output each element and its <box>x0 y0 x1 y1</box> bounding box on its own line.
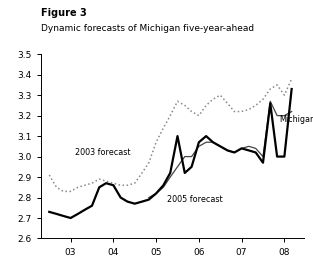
Text: Dynamic forecasts of Michigan five-year-ahead: Dynamic forecasts of Michigan five-year-… <box>41 24 254 33</box>
Text: 2005 forecast: 2005 forecast <box>167 195 223 205</box>
Text: 2003 forecast: 2003 forecast <box>75 148 131 157</box>
Text: Michigan: Michigan <box>279 115 313 124</box>
Text: Figure 3: Figure 3 <box>41 8 86 18</box>
